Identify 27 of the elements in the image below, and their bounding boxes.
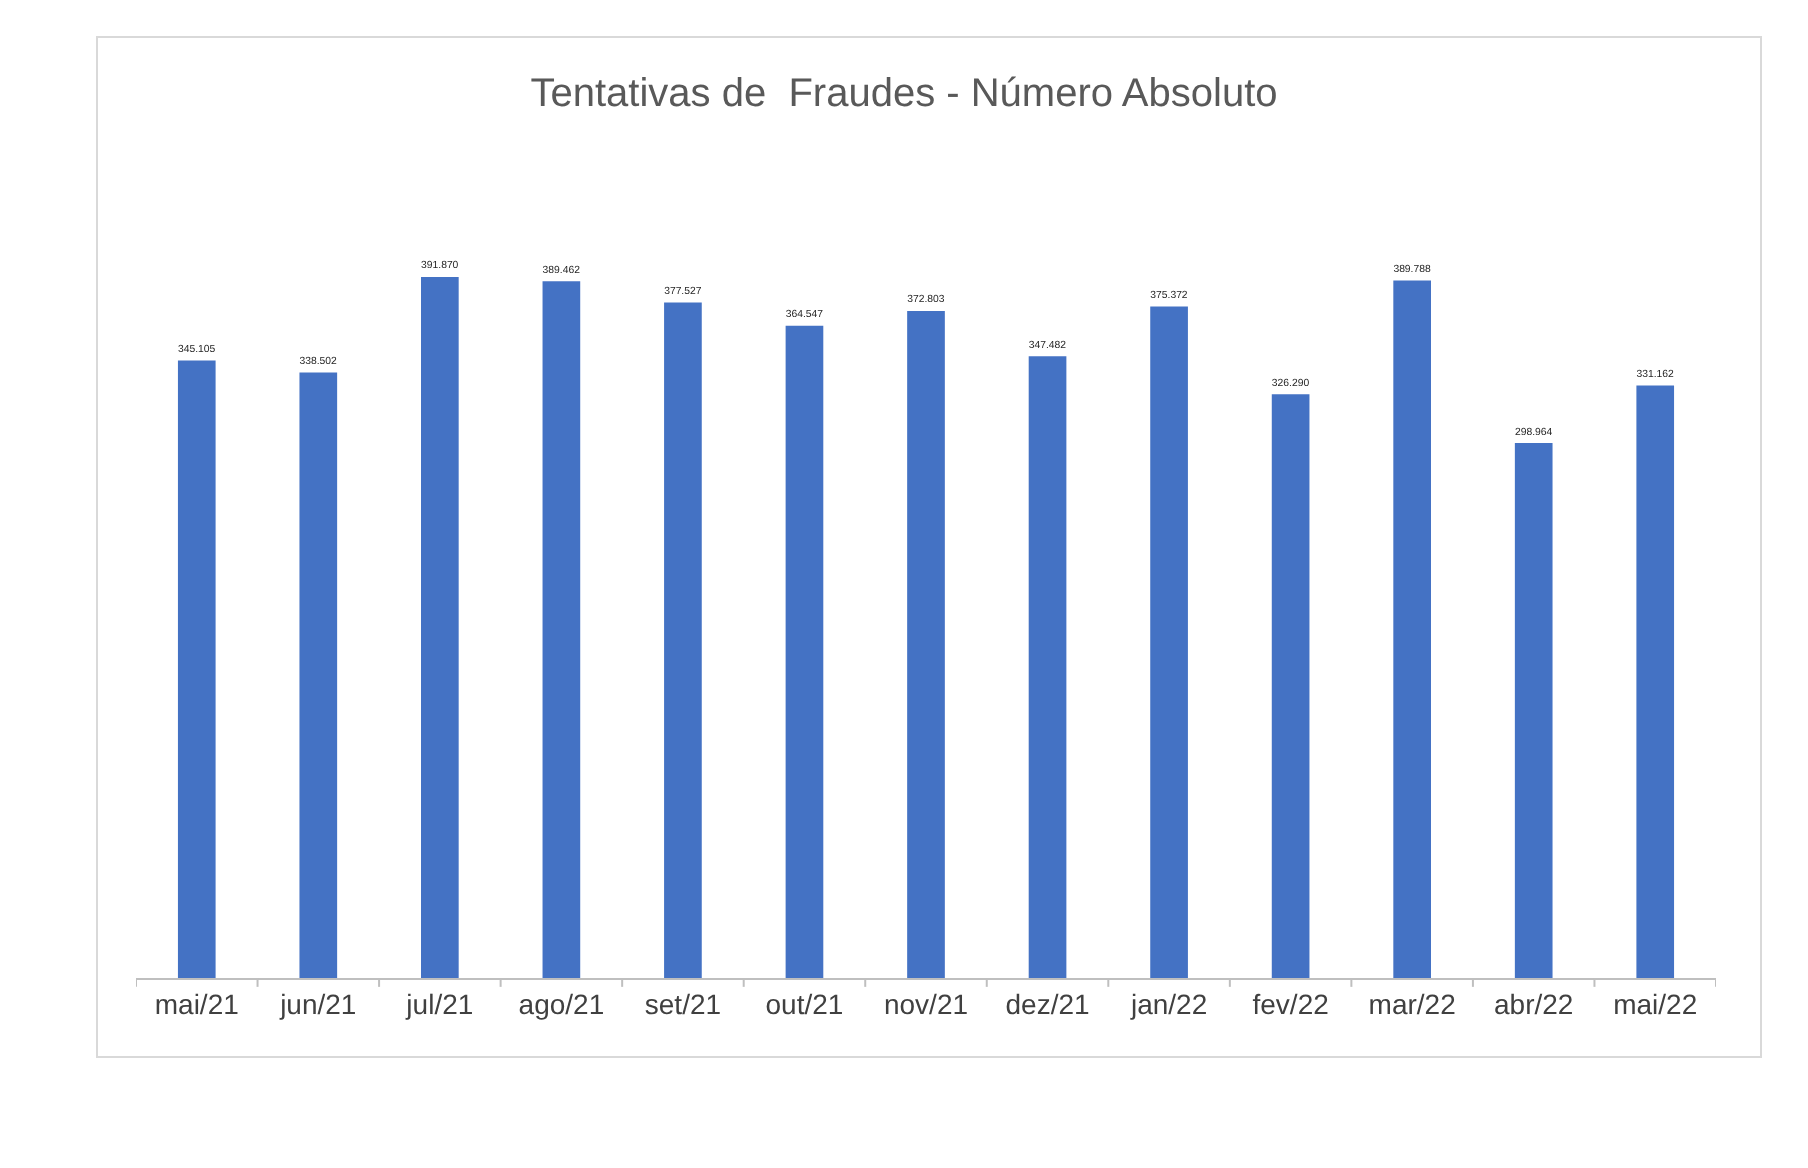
x-tick-label: out/21 [765,987,844,1020]
bar [1514,443,1553,978]
bar [421,276,459,978]
bar [785,325,824,978]
bar [177,360,216,978]
x-tick-label: mai/21 [154,987,240,1020]
bar [1028,356,1067,978]
x-tick-label: ago/21 [518,987,605,1020]
bar [542,281,581,978]
bar [299,372,338,978]
x-tick-label: set/21 [644,987,722,1020]
x-tick-label: nov/21 [883,987,969,1020]
bar [907,311,945,978]
x-tick-label: jul/21 [404,987,474,1020]
x-tick-label: dez/21 [1005,987,1090,1020]
x-tick-label: jun/21 [278,987,357,1020]
bar [1393,280,1431,978]
bar [1150,306,1188,978]
bar [1636,385,1675,978]
x-tick-label: mar/22 [1368,987,1457,1020]
chart-title: Tentativas de Fraudes - Número Absoluto [530,72,1278,116]
x-tick-label: mai/22 [1613,987,1698,1020]
x-tick-label: fev/22 [1252,987,1330,1020]
x-tick-label: jan/22 [1128,987,1208,1020]
bar [664,302,702,978]
bar [1271,394,1310,978]
x-tick-label: abr/22 [1494,987,1574,1020]
